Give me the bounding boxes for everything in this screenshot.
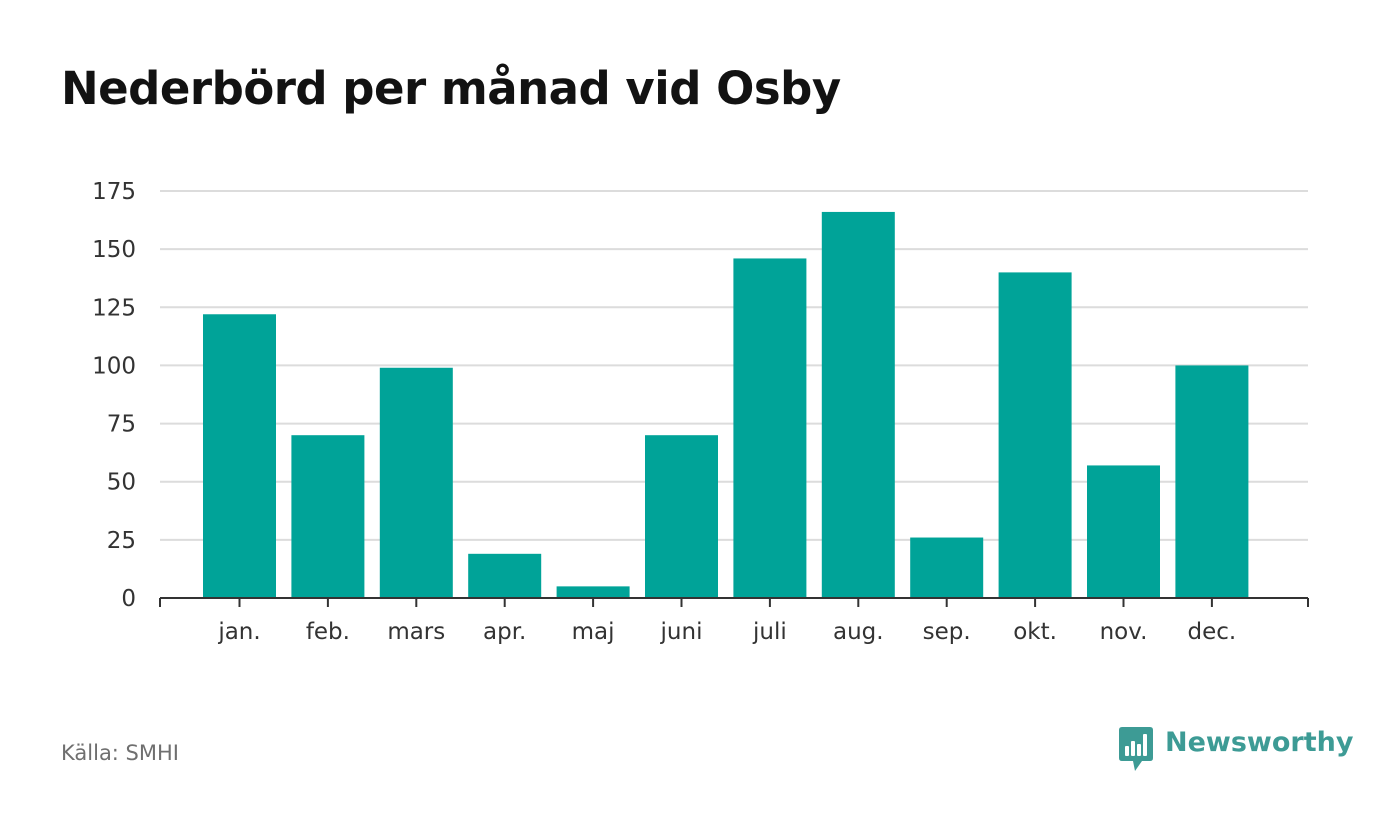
x-tick-label: juni xyxy=(660,619,703,645)
y-tick-label: 175 xyxy=(92,179,136,205)
chart-title: Nederbörd per månad vid Osby xyxy=(61,62,841,115)
x-axis xyxy=(159,597,1309,607)
x-tick-label: jan. xyxy=(217,619,260,645)
y-tick-label: 0 xyxy=(121,586,136,612)
x-tick-label: maj xyxy=(572,619,615,645)
y-tick-label: 50 xyxy=(107,470,136,496)
brand-name: Newsworthy xyxy=(1165,727,1354,758)
x-tick-label: mars xyxy=(387,619,445,645)
bar-sep xyxy=(910,537,984,598)
x-tick-label: dec. xyxy=(1188,619,1237,645)
bar-dec xyxy=(1175,365,1249,598)
source-note: Källa: SMHI xyxy=(61,741,179,765)
x-tick-label: aug. xyxy=(833,619,884,645)
x-tick-label: sep. xyxy=(923,619,971,645)
y-tick-label: 150 xyxy=(92,237,136,263)
x-tick-label: apr. xyxy=(483,619,526,645)
bar-juni xyxy=(645,435,718,598)
newsworthy-logo-icon xyxy=(1119,727,1153,771)
bar-apr xyxy=(468,553,542,598)
x-tick-label: okt. xyxy=(1013,619,1057,645)
brand-logo: Newsworthy xyxy=(1118,726,1353,772)
bar-feb xyxy=(291,435,365,598)
bar-okt xyxy=(998,272,1072,598)
y-tick-label: 125 xyxy=(92,295,136,321)
x-tick-labels: jan. feb. mars apr. maj juni juli aug. sep. okt. n… xyxy=(217,619,1236,645)
x-tick-label: juli xyxy=(752,619,787,645)
y-tick-label: 75 xyxy=(107,412,136,438)
bar-aug xyxy=(821,211,895,598)
x-tick-label: nov. xyxy=(1100,619,1148,645)
y-tick-label: 100 xyxy=(92,353,136,379)
bar-jan xyxy=(203,314,276,598)
bar-nov xyxy=(1087,465,1160,598)
bars xyxy=(203,211,1249,598)
y-tick-label: 25 xyxy=(107,528,136,554)
x-tick-label: feb. xyxy=(306,619,350,645)
bar-maj xyxy=(556,586,630,598)
bar-mars xyxy=(379,367,453,598)
bar-juli xyxy=(733,258,807,598)
y-tick-labels: 0 25 50 75 100 125 150 175 xyxy=(92,179,136,612)
